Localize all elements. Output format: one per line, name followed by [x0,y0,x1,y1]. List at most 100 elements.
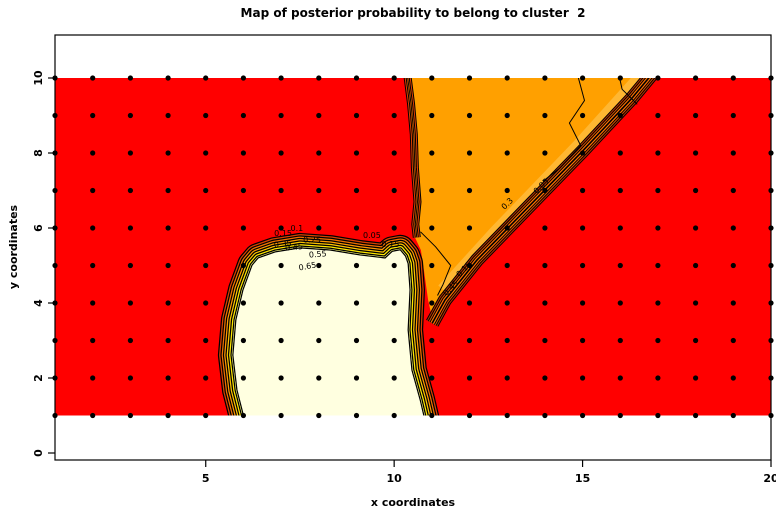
grid-dot [391,150,397,156]
grid-dot [429,412,435,419]
grid-dot [693,412,699,419]
grid-dot [353,187,360,194]
grid-dot [391,112,397,119]
grid-dot [504,75,510,81]
grid-dot [165,75,171,81]
grid-dot [466,75,473,81]
grid-dot [730,150,736,156]
grid-dot [278,337,284,344]
x-axis-title: x coordinates [370,496,456,509]
contour-label: 0.1 [291,224,304,233]
grid-dot [580,412,586,419]
grid-dot [278,300,284,306]
grid-dot [504,375,510,381]
grid-dot [90,225,96,231]
grid-dot [542,337,548,344]
grid-dot [240,187,246,194]
grid-dot [504,150,510,156]
grid-dot [203,337,209,344]
grid-dot [203,187,209,194]
contour-label: 0.45 [285,242,304,253]
grid-dot [466,300,473,306]
grid-dot [353,225,360,231]
inner-contour-line [619,78,638,105]
grid-dot [278,262,284,269]
grid-dot [316,337,322,344]
grid-dot [90,300,96,306]
grid-dot [730,412,736,419]
grid-dot [542,300,548,306]
grid-dot [278,375,284,381]
grid-dot [316,187,322,194]
grid-dot [353,375,360,381]
grid-dot [655,375,661,381]
grid-dot [580,300,586,306]
x-tick-label: 10 [387,472,403,485]
grid-dot [203,375,209,381]
grid-dot [278,150,284,156]
grid-dot [693,187,699,194]
grid-dot [127,225,133,231]
grid-dot [504,412,510,419]
grid-dot [466,337,473,344]
grid-dot [693,337,699,344]
grid-dot [240,300,246,306]
grid-dot [655,225,661,231]
grid-dot [127,375,133,381]
grid-dot [542,225,548,231]
grid-dot [580,262,586,269]
grid-dot [127,337,133,344]
grid-dot [730,300,736,306]
grid-dot [693,300,699,306]
grid-dot [203,262,209,269]
grid-dot [203,300,209,306]
grid-dot [240,150,246,156]
grid-dot [353,337,360,344]
grid-dot [580,112,586,119]
grid-dot [165,300,171,306]
grid-dot [391,187,397,194]
grid-dot [504,112,510,119]
grid-dot [504,187,510,194]
grid-dot [429,225,435,231]
grid-dot [316,75,322,81]
grid-dot [655,300,661,306]
grid-dot [617,375,623,381]
grid-dot [542,150,548,156]
plot-frame [54,34,772,461]
grid-dot [316,412,322,419]
grid-dot [353,300,360,306]
grid-dot [353,412,360,419]
grid-dot [278,75,284,81]
grid-dot [391,262,397,269]
grid-dot [391,300,397,306]
grid-dot [391,225,397,231]
x-tick-label: 15 [575,472,590,485]
grid-dot [203,412,209,419]
grid-dot [391,375,397,381]
inner-contour-line [420,231,452,296]
grid-dot [655,337,661,344]
ivory-region [232,247,425,416]
grid-dot [542,187,548,194]
inner-contour-line [542,78,586,182]
grid-dot [203,75,209,81]
y-tick-label: 8 [32,149,45,157]
grid-dot [90,337,96,344]
grid-dot [165,150,171,156]
grid-dot [127,187,133,194]
grid-dot [353,262,360,269]
grid-dot [127,412,133,419]
grid-dot [127,150,133,156]
grid-dot [730,187,736,194]
grid-dot [466,375,473,381]
grid-dot [693,262,699,269]
grid-dot [730,337,736,344]
contour-label: 0.25 [303,235,321,244]
grid-dot [165,225,171,231]
grid-dot [240,262,246,269]
grid-dot [655,112,661,119]
contour-label: 0.15 [274,229,292,238]
grid-dot [429,150,435,156]
grid-dot [429,262,435,269]
